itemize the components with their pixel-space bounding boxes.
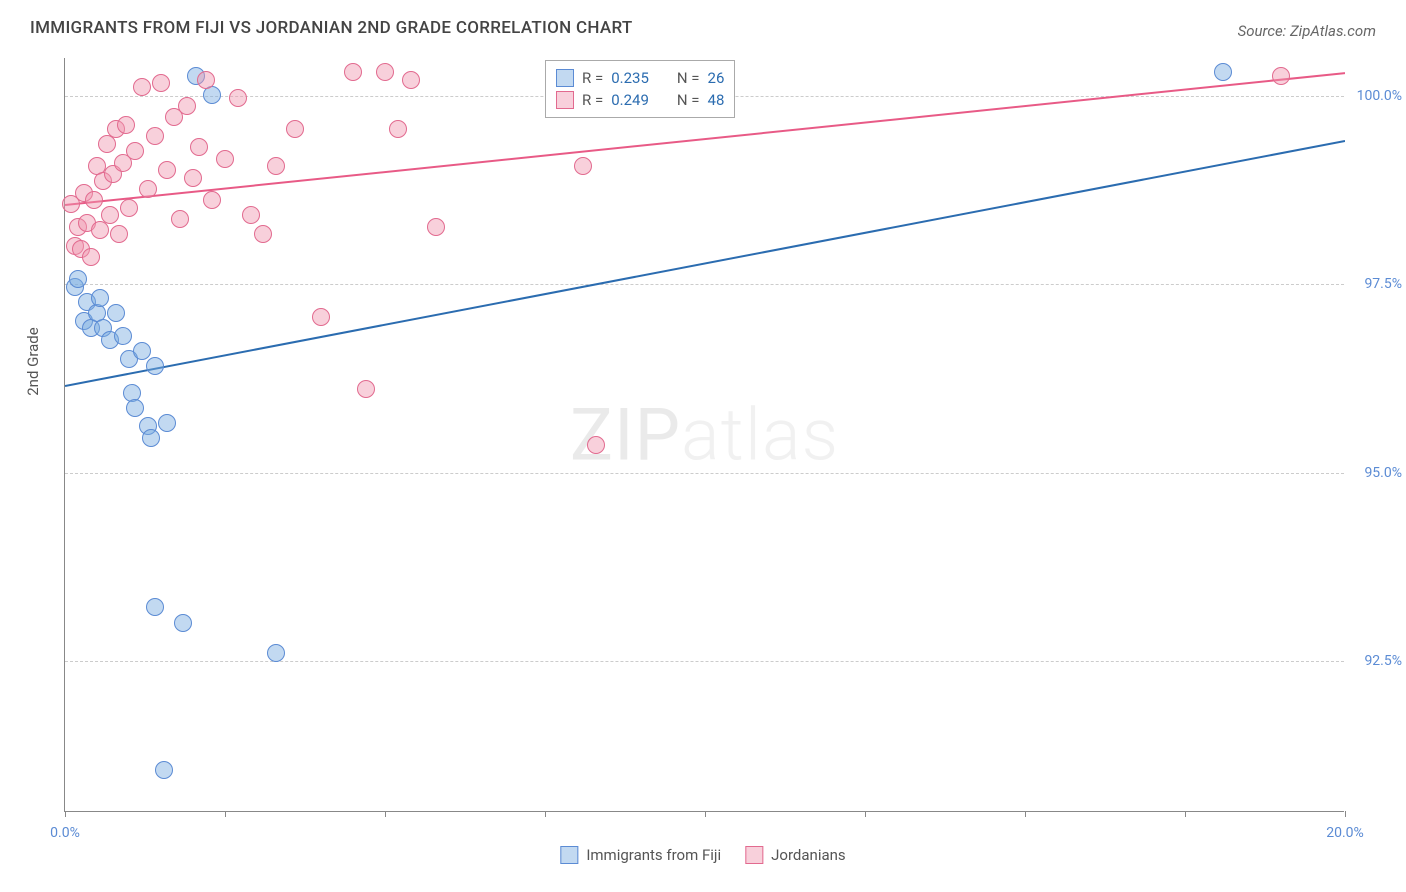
chart-title: IMMIGRANTS FROM FIJI VS JORDANIAN 2ND GR… bbox=[30, 18, 633, 38]
scatter-point bbox=[120, 199, 138, 217]
x-tick bbox=[65, 811, 66, 817]
x-tick-label: 20.0% bbox=[1326, 825, 1364, 841]
scatter-point bbox=[1272, 67, 1290, 85]
x-tick bbox=[1345, 811, 1346, 817]
scatter-point bbox=[190, 138, 208, 156]
legend-swatch bbox=[556, 91, 574, 109]
scatter-point bbox=[133, 342, 151, 360]
scatter-point bbox=[126, 399, 144, 417]
legend-n-value: 26 bbox=[708, 69, 725, 87]
watermark-light: atlas bbox=[681, 392, 839, 477]
legend-n-label: N = bbox=[677, 69, 700, 87]
scatter-point bbox=[267, 157, 285, 175]
source-label: Source: ZipAtlas.com bbox=[1238, 22, 1376, 40]
legend-swatch bbox=[560, 846, 578, 864]
scatter-point bbox=[184, 169, 202, 187]
y-tick-label: 97.5% bbox=[1364, 276, 1402, 292]
gridline bbox=[65, 284, 1344, 285]
bottom-legend: Immigrants from Fiji Jordanians bbox=[560, 846, 845, 864]
scatter-point bbox=[158, 161, 176, 179]
x-tick bbox=[225, 811, 226, 817]
scatter-point bbox=[133, 78, 151, 96]
x-tick bbox=[705, 811, 706, 817]
scatter-point bbox=[117, 116, 135, 134]
scatter-point bbox=[146, 598, 164, 616]
scatter-point bbox=[312, 308, 330, 326]
legend-r-label: R = bbox=[582, 91, 603, 109]
scatter-point bbox=[216, 150, 234, 168]
scatter-point bbox=[197, 71, 215, 89]
x-tick-label: 0.0% bbox=[50, 825, 80, 841]
scatter-point bbox=[376, 63, 394, 81]
legend-row: R = 0.235 N = 26 bbox=[556, 67, 724, 89]
scatter-point bbox=[82, 248, 100, 266]
gridline bbox=[65, 661, 1344, 662]
scatter-point bbox=[427, 218, 445, 236]
legend-r-label: R = bbox=[582, 69, 603, 87]
scatter-point bbox=[587, 436, 605, 454]
scatter-point bbox=[389, 120, 407, 138]
scatter-point bbox=[178, 97, 196, 115]
scatter-point bbox=[142, 429, 160, 447]
scatter-point bbox=[286, 120, 304, 138]
y-tick-label: 95.0% bbox=[1364, 465, 1402, 481]
scatter-point bbox=[152, 74, 170, 92]
legend-row: R = 0.249 N = 48 bbox=[556, 89, 724, 111]
scatter-point bbox=[91, 289, 109, 307]
scatter-point bbox=[242, 206, 260, 224]
scatter-point bbox=[146, 127, 164, 145]
scatter-point bbox=[146, 357, 164, 375]
scatter-point bbox=[155, 761, 173, 779]
scatter-point bbox=[85, 191, 103, 209]
scatter-point bbox=[254, 225, 272, 243]
correlation-legend: R = 0.235 N = 26 R = 0.249 N = 48 bbox=[545, 60, 735, 118]
legend-label: Jordanians bbox=[771, 846, 846, 864]
watermark-bold: ZIP bbox=[570, 392, 681, 477]
trend-line bbox=[65, 141, 1345, 386]
watermark: ZIPatlas bbox=[570, 392, 839, 477]
x-tick bbox=[385, 811, 386, 817]
scatter-point bbox=[229, 89, 247, 107]
y-tick-label: 100.0% bbox=[1357, 88, 1402, 104]
scatter-point bbox=[171, 210, 189, 228]
legend-swatch bbox=[556, 69, 574, 87]
scatter-point bbox=[91, 221, 109, 239]
legend-r-value: 0.235 bbox=[611, 69, 649, 87]
scatter-point bbox=[126, 142, 144, 160]
scatter-point bbox=[344, 63, 362, 81]
scatter-point bbox=[402, 71, 420, 89]
x-tick bbox=[1025, 811, 1026, 817]
scatter-point bbox=[574, 157, 592, 175]
scatter-point bbox=[158, 414, 176, 432]
legend-item: Jordanians bbox=[745, 846, 846, 864]
legend-n-value: 48 bbox=[708, 91, 725, 109]
x-tick bbox=[545, 811, 546, 817]
legend-swatch bbox=[745, 846, 763, 864]
scatter-point bbox=[98, 135, 116, 153]
y-tick-label: 92.5% bbox=[1364, 653, 1402, 669]
scatter-point bbox=[114, 327, 132, 345]
scatter-point bbox=[267, 644, 285, 662]
trend-lines bbox=[65, 58, 1345, 812]
scatter-point bbox=[1214, 63, 1232, 81]
y-axis-title: 2nd Grade bbox=[24, 327, 42, 395]
legend-label: Immigrants from Fiji bbox=[586, 846, 721, 864]
scatter-plot-area: ZIPatlas 92.5%95.0%97.5%100.0%0.0%20.0%R… bbox=[64, 58, 1344, 812]
x-tick bbox=[865, 811, 866, 817]
scatter-point bbox=[101, 206, 119, 224]
scatter-point bbox=[203, 191, 221, 209]
scatter-point bbox=[110, 225, 128, 243]
legend-n-label: N = bbox=[677, 91, 700, 109]
x-tick bbox=[1185, 811, 1186, 817]
scatter-point bbox=[107, 304, 125, 322]
scatter-point bbox=[69, 270, 87, 288]
scatter-point bbox=[357, 380, 375, 398]
legend-item: Immigrants from Fiji bbox=[560, 846, 721, 864]
gridline bbox=[65, 473, 1344, 474]
scatter-point bbox=[139, 180, 157, 198]
legend-r-value: 0.249 bbox=[611, 91, 649, 109]
scatter-point bbox=[174, 614, 192, 632]
